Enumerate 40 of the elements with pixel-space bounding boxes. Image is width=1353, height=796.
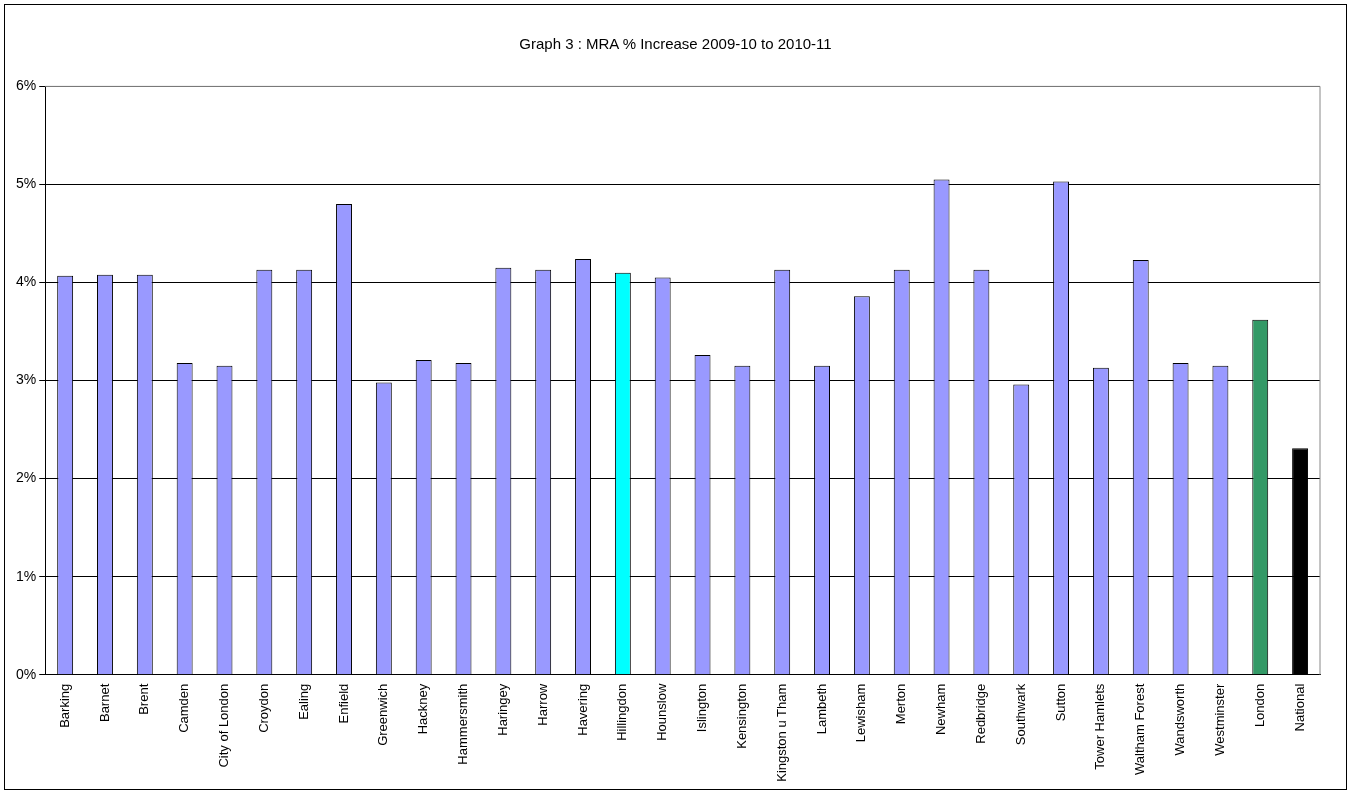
x-tick-label: Camden bbox=[176, 683, 192, 733]
x-tick-label: Wandsworth bbox=[1172, 683, 1188, 756]
x-tick-label: Hounslow bbox=[654, 683, 670, 741]
x-tick-label: Tower Hamlets bbox=[1092, 683, 1108, 770]
x-tick-label: Waltham Forest bbox=[1132, 683, 1148, 775]
y-tick-label: 2% bbox=[16, 469, 37, 486]
x-tick-label: Brent bbox=[136, 683, 152, 715]
x-tick-label: Sutton bbox=[1052, 683, 1068, 722]
x-tick-label: Islington bbox=[694, 683, 710, 733]
x-tick-label: National bbox=[1291, 683, 1307, 732]
x-tick-label: London bbox=[1251, 683, 1267, 728]
x-tick-label: Lewisham bbox=[853, 683, 869, 743]
x-tick-label: Enfield bbox=[335, 683, 351, 724]
x-tick-label: Kensington bbox=[733, 683, 749, 749]
x-tick-label: Lambeth bbox=[813, 683, 829, 735]
chart-title: Graph 3 : MRA % Increase 2009-10 to 2010-11 bbox=[518, 35, 833, 52]
x-tick-label: City of London bbox=[216, 683, 232, 768]
x-tick-label: Harrow bbox=[534, 683, 550, 726]
x-tick-label: Newham bbox=[933, 683, 949, 736]
y-tick-label: 6% bbox=[16, 77, 37, 94]
x-tick-label: Ealing bbox=[295, 683, 311, 720]
y-tick-label: 4% bbox=[16, 273, 37, 290]
x-tick-label: Hillingdon bbox=[614, 683, 630, 741]
x-tick-label: Westminster bbox=[1211, 683, 1227, 756]
x-tick-label: Southwark bbox=[1012, 683, 1028, 746]
x-tick-label: Redbridge bbox=[972, 683, 988, 744]
y-tick-label: 1% bbox=[16, 567, 37, 584]
y-tick-label: 0% bbox=[16, 665, 37, 682]
x-tick-label: Barnet bbox=[96, 683, 112, 723]
y-tick-label: 3% bbox=[16, 371, 37, 388]
x-tick-label: Croydon bbox=[255, 683, 271, 733]
x-tick-label: Haringey bbox=[494, 683, 510, 736]
x-tick-label: Barking bbox=[56, 683, 72, 728]
x-tick-label: Havering bbox=[574, 683, 590, 736]
x-tick-label: Hammersmith bbox=[455, 683, 471, 765]
y-tick-label: 5% bbox=[16, 175, 37, 192]
x-tick-label: Kingston u Tham bbox=[773, 683, 789, 782]
x-tick-label: Greenwich bbox=[375, 683, 391, 746]
x-tick-label: Hackney bbox=[415, 683, 431, 735]
x-tick-label: Merton bbox=[893, 683, 909, 725]
